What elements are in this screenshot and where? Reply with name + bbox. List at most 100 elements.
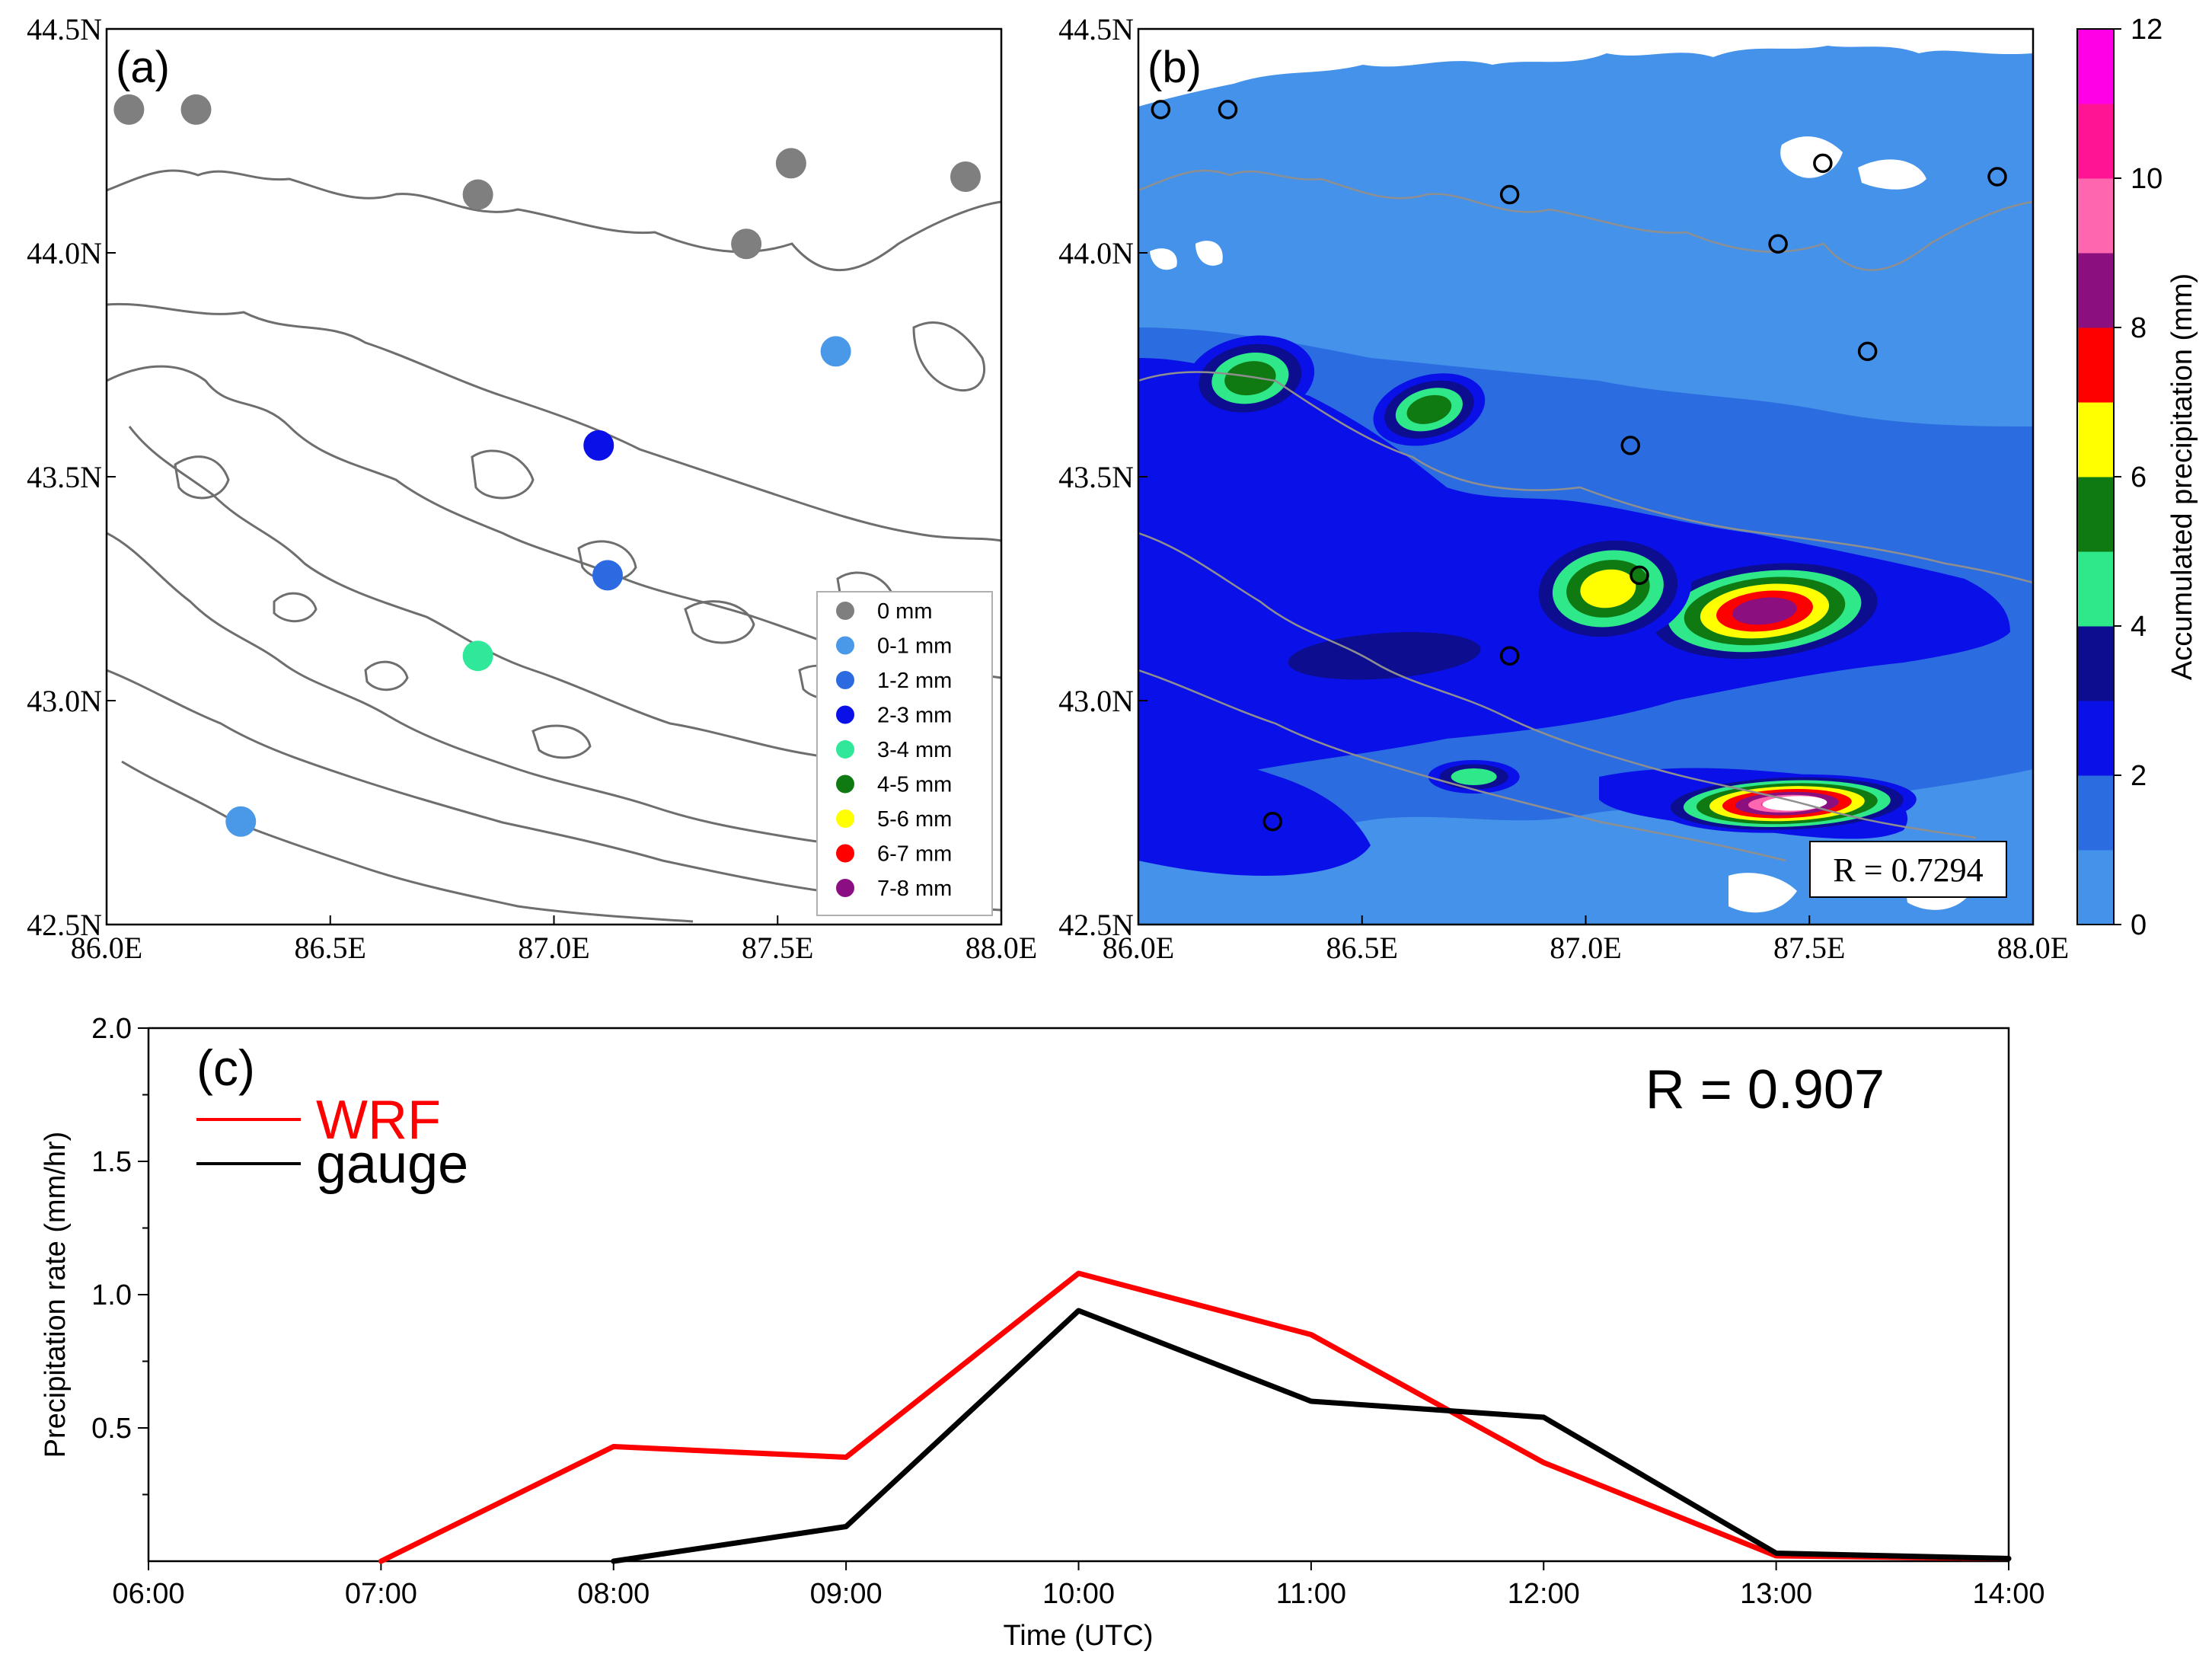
panel-b-field xyxy=(1138,29,2033,925)
colorbar-cell xyxy=(2077,327,2114,403)
station-marker xyxy=(462,640,493,672)
station-marker xyxy=(1857,341,1878,362)
colorbar-cell xyxy=(2077,850,2114,925)
colorbar-cell xyxy=(2077,626,2114,701)
panel-a-ticks: 86.0E 86.5E 87.0E 87.5E 88.0E 42.5N 43.0N 43.5N… xyxy=(27,12,1037,965)
colorbar-cell xyxy=(2077,253,2114,328)
station-marker xyxy=(592,560,623,591)
series-line-gauge xyxy=(611,1308,2012,1564)
panel-c: (c) R = 0.907 WRF gauge 06:00 07:00 08:00 0… xyxy=(40,1013,2045,1652)
colorbar-label: Accumulated precipitation (mm) xyxy=(2166,273,2198,680)
legend-label: 7-8 mm xyxy=(877,877,952,901)
station-marker xyxy=(1499,184,1520,205)
colorbar-cell xyxy=(2077,477,2114,552)
x-tick-label: 88.0E xyxy=(1997,931,2069,965)
legend-label: 6-7 mm xyxy=(877,842,952,867)
y-tick-label: 44.0N xyxy=(27,236,102,270)
colorbar-tick-label: 10 xyxy=(2131,163,2163,195)
legend-label: 0 mm xyxy=(877,599,933,624)
x-tick-label: 12:00 xyxy=(1508,1578,1580,1610)
legend-marker xyxy=(836,636,854,655)
x-tick-label: 87.0E xyxy=(518,931,589,965)
legend-marker xyxy=(836,844,854,863)
no-precip-patch xyxy=(1728,873,1797,913)
station-marker xyxy=(1499,646,1520,666)
legend-marker xyxy=(836,775,854,794)
legend-marker xyxy=(836,671,854,689)
x-tick-label: 07:00 xyxy=(345,1578,417,1610)
station-marker xyxy=(950,161,981,193)
colorbar-cell xyxy=(2077,551,2114,627)
x-tick-label: 86.5E xyxy=(295,931,366,965)
x-tick-label: 10:00 xyxy=(1042,1578,1115,1610)
panel-b-stations xyxy=(1151,100,2007,832)
colorbar-tick-label: 2 xyxy=(2131,760,2147,792)
panel-b-precip-cells xyxy=(1186,335,1917,833)
panel-c-axes: 06:00 07:00 08:00 09:00 10:00 11:00 12:00 13:00… xyxy=(91,1013,2044,1610)
colorbar-tick-label: 4 xyxy=(2131,611,2147,643)
no-precip-patch xyxy=(1858,159,1926,190)
precip-cell xyxy=(1636,556,1894,666)
x-tick-label: 87.0E xyxy=(1550,931,1621,965)
y-tick-label: 44.5N xyxy=(1058,12,1134,46)
station-marker xyxy=(1262,812,1282,832)
station-marker xyxy=(180,94,212,125)
colorbar-cell xyxy=(2077,402,2114,477)
station-marker xyxy=(1813,153,1833,174)
panel-a: (a) 86.0E 86.5E 87.0E 87.5E 88.0E 42.5N 43.0N 4… xyxy=(27,12,1037,965)
y-tick-label: 1.5 xyxy=(91,1146,132,1178)
legend-marker xyxy=(836,740,854,759)
y-tick-label: 42.5N xyxy=(27,908,102,942)
station-marker xyxy=(1218,100,1238,120)
precip-cell xyxy=(1428,759,1520,794)
no-precip-patch xyxy=(1780,136,1843,178)
x-tick-label: 08:00 xyxy=(577,1578,650,1610)
legend-label: 2-3 mm xyxy=(877,704,952,728)
panel-a-stations xyxy=(113,94,981,837)
colorbar-cell xyxy=(2077,104,2114,179)
legend-wrf-label: WRF xyxy=(316,1090,441,1151)
station-marker xyxy=(775,148,806,179)
station-marker xyxy=(113,94,145,125)
legend-marker xyxy=(836,879,854,897)
x-tick-label: 13:00 xyxy=(1740,1578,1812,1610)
legend-label: 0-1 mm xyxy=(877,634,952,659)
legend-marker xyxy=(836,810,854,828)
panel-a-label: (a) xyxy=(116,43,170,92)
station-marker xyxy=(1768,234,1788,254)
precip-cell xyxy=(1373,373,1486,446)
legend-label: 5-6 mm xyxy=(877,807,952,832)
colorbar-tick-label: 0 xyxy=(2131,909,2147,941)
x-tick-label: 87.5E xyxy=(742,931,813,965)
precip-level xyxy=(1451,768,1497,785)
r-box xyxy=(1809,841,2007,898)
colorbar-cell xyxy=(2077,701,2114,776)
x-tick-label: 11:00 xyxy=(1276,1578,1346,1610)
colorbar-cells xyxy=(2077,29,2114,925)
no-precip-patch xyxy=(1195,241,1223,266)
legend-marker xyxy=(836,602,854,620)
y-tick-label: 42.5N xyxy=(1058,908,1134,942)
r-value-c: R = 0.907 xyxy=(1645,1059,1885,1120)
colorbar-tick-label: 6 xyxy=(2131,462,2147,493)
station-marker xyxy=(462,179,493,210)
x-tick-label: 88.0E xyxy=(966,931,1037,965)
station-marker xyxy=(1151,100,1171,120)
y-axis-title: Precipitation rate (mm/hr) xyxy=(40,1132,72,1458)
panel-c-frame xyxy=(147,1027,2010,1563)
y-tick-label: 43.5N xyxy=(1058,460,1134,494)
colorbar-cell xyxy=(2077,29,2114,104)
precip-region xyxy=(1138,105,1812,270)
y-tick-label: 43.0N xyxy=(27,684,102,718)
precip-band-2-3 xyxy=(1138,746,1371,876)
colorbar: 0 2 4 6 8 10 12 Accumulated precipitation (mm) xyxy=(2076,14,2198,941)
series-line-wrf xyxy=(378,1270,2012,1564)
x-tick-label: 86.0E xyxy=(71,931,142,965)
panel-a-legend: 0 mm 0-1 mm 1-2 mm 2-3 mm 3-4 mm 4-5 mm 5-6 mm… xyxy=(816,591,993,916)
r-value-b: R = 0.7294 xyxy=(1833,851,1983,889)
precip-level xyxy=(1406,394,1452,424)
y-tick-label: 1.0 xyxy=(91,1279,132,1311)
panel-a-terrain-contours xyxy=(107,169,1001,923)
precip-level xyxy=(1224,361,1276,396)
